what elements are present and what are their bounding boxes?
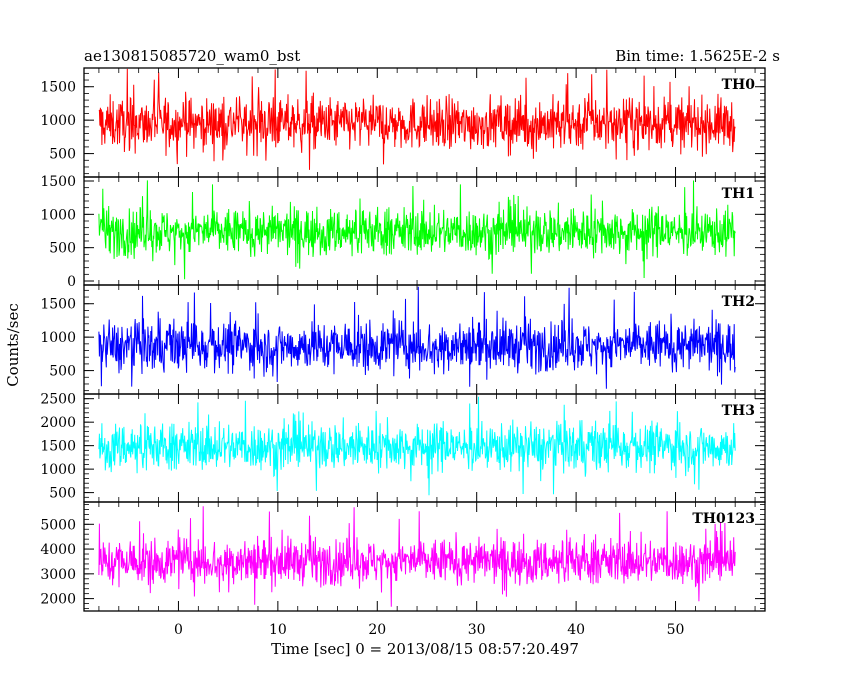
y-axis-label: Counts/sec <box>4 303 22 387</box>
y-tick-label: 1000 <box>40 207 76 223</box>
series-line-th2 <box>98 286 736 389</box>
x-tick-label: 0 <box>174 622 183 638</box>
chart-title-left: ae130815085720_wam0_bst <box>84 47 300 65</box>
y-tick-label: 1500 <box>40 174 76 190</box>
panel-label: TH3 <box>722 403 755 419</box>
y-tick-label: 1500 <box>40 439 76 455</box>
x-tick-label: 10 <box>269 622 287 638</box>
y-tick-label: 2500 <box>40 392 76 408</box>
y-tick-label: 1500 <box>40 80 76 96</box>
panel-label: TH1 <box>722 186 755 202</box>
y-tick-label: 0 <box>67 274 76 290</box>
x-tick-label: 20 <box>368 622 386 638</box>
series-line-th3 <box>98 396 736 496</box>
x-axis: 0 10 20 30 40 50 <box>174 622 684 638</box>
panel-label: TH2 <box>722 294 755 310</box>
y-tick-label: 500 <box>49 241 76 257</box>
x-tick-label: 40 <box>567 622 585 638</box>
y-tick-label: 2000 <box>40 415 76 431</box>
y-tick-label: 500 <box>49 364 76 380</box>
y-tick-label: 1000 <box>40 462 76 478</box>
panel-th0: 500 1000 1500 TH0 <box>40 67 766 178</box>
y-tick-label: 1000 <box>40 330 76 346</box>
x-tick-label: 30 <box>468 622 486 638</box>
chart-title-right: Bin time: 1.5625E-2 s <box>615 47 780 65</box>
panel-th0123: 2000 3000 4000 5000 TH0123 <box>40 501 766 612</box>
y-tick-label: 500 <box>49 486 76 502</box>
y-tick-label: 4000 <box>40 542 76 558</box>
panel-th1: 0 500 1000 1500 TH1 <box>40 174 766 290</box>
panel-label: TH0 <box>722 77 756 93</box>
panel-label: TH0123 <box>692 511 755 527</box>
series-line-th0 <box>98 68 736 170</box>
y-tick-label: 1000 <box>40 113 76 129</box>
y-tick-label: 2000 <box>40 592 76 608</box>
series-line-th0123 <box>98 506 736 607</box>
y-tick-label: 3000 <box>40 567 76 583</box>
panel-frame <box>83 501 766 612</box>
y-tick-label: 1500 <box>40 297 76 313</box>
panels-group: 500 1000 1500 TH0 0 500 1000 1500 TH1 500 1000 1500… <box>40 67 766 612</box>
y-tick-label: 500 <box>49 147 76 163</box>
y-tick-label: 5000 <box>40 517 76 533</box>
series-line-th1 <box>98 180 736 280</box>
x-axis-label: Time [sec] 0 = 2013/08/15 08:57:20.497 <box>271 640 579 658</box>
panel-th3: 500 1000 1500 2000 2500 TH3 <box>40 392 766 503</box>
x-tick-label: 50 <box>667 622 685 638</box>
panel-th2: 500 1000 1500 TH2 <box>40 284 766 395</box>
